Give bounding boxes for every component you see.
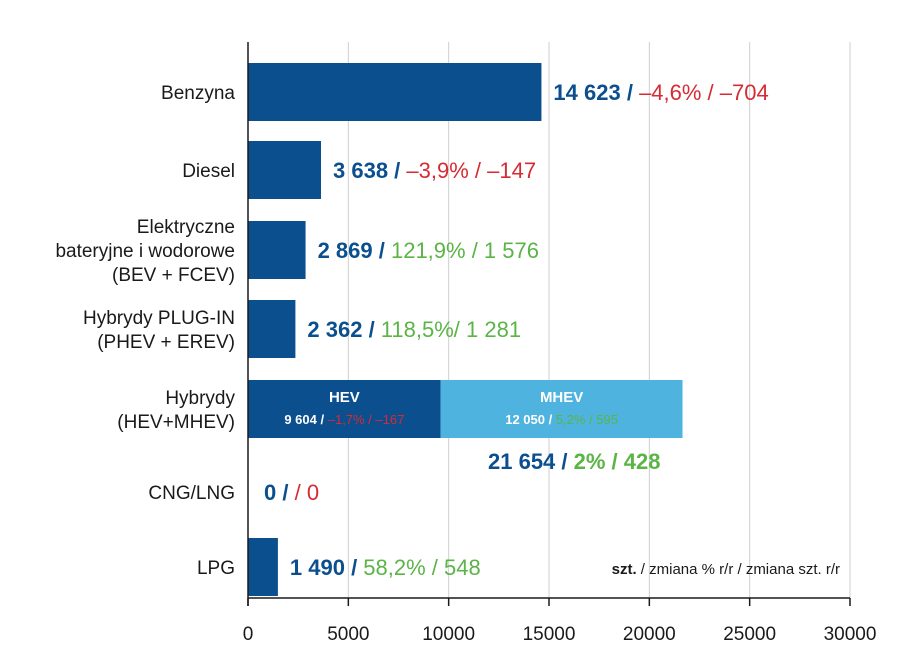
value-count: 0 <box>264 480 276 505</box>
category-label-line: bateryjne i wodorowe <box>55 241 235 262</box>
bar <box>248 221 306 279</box>
legend-description: / zmiana % r/r / zmiana szt. r/r <box>637 561 840 578</box>
value-count: 2 362 <box>307 317 362 342</box>
value-sep: / <box>555 449 573 474</box>
gridlines <box>347 42 851 598</box>
tick-label-0: 0 <box>243 624 254 645</box>
category-label-line: LPG <box>197 558 235 579</box>
bar-segment-mhev <box>440 380 683 438</box>
value-sep: / <box>373 238 391 263</box>
tick-label-15000: 15000 <box>523 624 576 645</box>
tick-label-5000: 5000 <box>327 624 369 645</box>
value-count: 3 638 <box>333 158 388 183</box>
segment-value-mhev: 12 050 / 5,2% / 595 <box>505 412 618 427</box>
category-label-line: (HEV+MHEV) <box>117 412 235 433</box>
category-label-line: CNG/LNG <box>148 483 235 504</box>
category-label: Hybrydy PLUG-IN (PHEV + EREV) <box>83 308 235 353</box>
category-label: Hybrydy (HEV+MHEV) <box>117 388 235 433</box>
bar-value-label: 21 654 / 2% / 428 <box>488 449 660 474</box>
bar <box>248 300 296 358</box>
segment-count: 12 050 <box>505 412 545 427</box>
tick-label-10000: 10000 <box>422 624 475 645</box>
category-label-line: Diesel <box>182 161 235 182</box>
value-change: 2% / 428 <box>574 449 661 474</box>
category-label: LPG <box>197 558 235 579</box>
value-sep: / <box>621 80 639 105</box>
value-change: 118,5%/ 1 281 <box>381 317 521 342</box>
category-label: Benzyna <box>161 83 235 104</box>
value-change: –3,9% / –147 <box>406 158 536 183</box>
value-sep: / <box>345 555 363 580</box>
tick-label-20000: 20000 <box>623 624 676 645</box>
segment-count: 9 604 <box>284 412 317 427</box>
category-label-line: Benzyna <box>161 83 235 104</box>
category-label: Diesel <box>182 161 235 182</box>
value-count: 1 490 <box>290 555 345 580</box>
category-label: Elektryczne bateryjne i wodorowe (BEV + FC… <box>55 217 235 286</box>
tick-label-25000: 25000 <box>723 624 776 645</box>
bar-value-label: 0 / / 0 <box>264 480 319 505</box>
value-sep: / <box>388 158 406 183</box>
value-sep: / <box>276 480 294 505</box>
x-axis: 0 5000 10000 15000 20000 25000 30000 <box>243 42 877 645</box>
segment-value-hev: 9 604 / –1,7% / –167 <box>284 412 404 427</box>
bar <box>248 538 278 596</box>
segment-sep: / <box>545 412 556 427</box>
category-label-line: Hybrydy PLUG-IN <box>83 308 235 329</box>
legend-unit: szt. <box>612 561 637 578</box>
category-label-line: Elektryczne <box>137 217 235 238</box>
value-sep: / <box>362 317 380 342</box>
segment-title-hev: HEV <box>329 389 360 406</box>
value-change: –4,6% / –704 <box>639 80 769 105</box>
category-label-line: (BEV + FCEV) <box>112 265 235 286</box>
bars: 14 623 / –4,6% / –704 3 638 / –3,9% / –14… <box>248 63 769 596</box>
category-labels: Benzyna Diesel Elektryczne bateryjne i wodo… <box>55 83 235 579</box>
bar-value-label: 2 869 / 121,9% / 1 576 <box>318 238 539 263</box>
category-label: CNG/LNG <box>148 483 235 504</box>
legend-note: szt. / zmiana % r/r / zmiana szt. r/r <box>612 561 840 578</box>
tick-label-30000: 30000 <box>824 624 877 645</box>
bar <box>248 141 322 199</box>
bar-value-label: 3 638 / –3,9% / –147 <box>333 158 536 183</box>
segment-sep: / <box>317 412 328 427</box>
value-count: 2 869 <box>318 238 373 263</box>
value-count: 21 654 <box>488 449 556 474</box>
value-change: / 0 <box>295 480 319 505</box>
bar-segment-hev <box>248 380 441 438</box>
bar-value-label: 1 490 / 58,2% / 548 <box>290 555 481 580</box>
legend: szt. / zmiana % r/r / zmiana szt. r/r <box>612 561 840 578</box>
value-change: 58,2% / 548 <box>363 555 480 580</box>
bar-value-label: 2 362 / 118,5%/ 1 281 <box>307 317 521 342</box>
category-label-line: Hybrydy <box>165 388 235 409</box>
bar <box>248 63 542 121</box>
value-count: 14 623 <box>553 80 620 105</box>
value-change: 121,9% / 1 576 <box>391 238 539 263</box>
segment-change: –1,7% / –167 <box>328 412 405 427</box>
bar-value-label: 14 623 / –4,6% / –704 <box>553 80 768 105</box>
segment-title-mhev: MHEV <box>540 389 583 406</box>
segment-change: 5,2% / 595 <box>556 412 618 427</box>
category-label-line: (PHEV + EREV) <box>97 332 235 353</box>
